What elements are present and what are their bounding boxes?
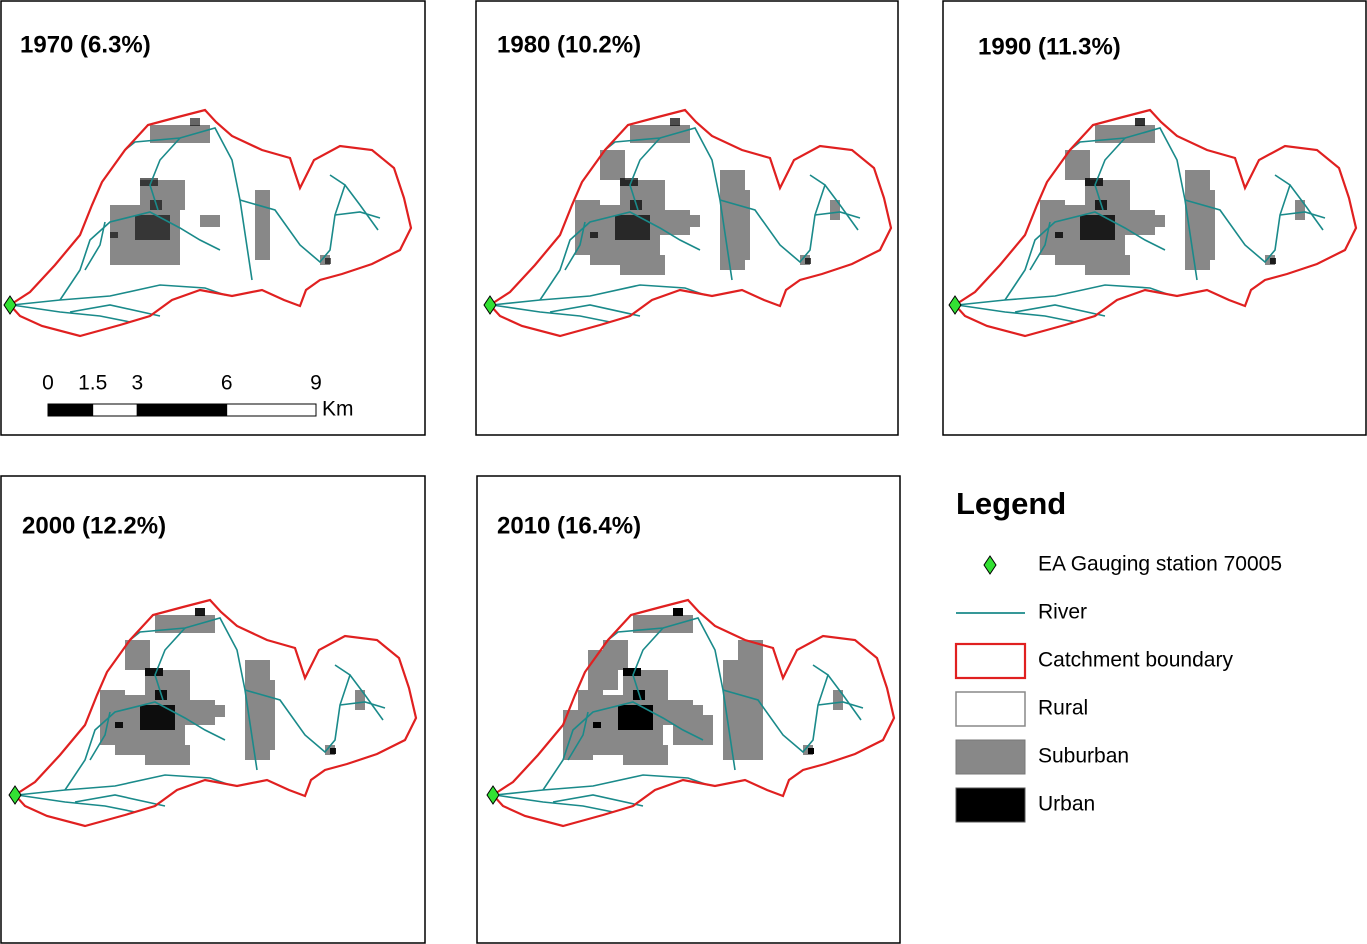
legend-rural	[955, 691, 1026, 727]
scale-segment	[92, 403, 138, 417]
legend-urban	[955, 787, 1026, 823]
panel-title: 2000 (12.2%)	[22, 512, 166, 539]
scale-label: 9	[310, 372, 322, 395]
panel-title: 1970 (6.3%)	[20, 31, 151, 58]
legend-label: Rural	[1038, 697, 1088, 720]
scale-segment	[47, 403, 94, 417]
legend-gauge	[983, 555, 997, 575]
scale-segment	[226, 403, 317, 417]
legend-label: Catchment boundary	[1038, 649, 1233, 672]
scale-label: 6	[221, 372, 233, 395]
scale-label: 3	[131, 372, 143, 395]
legend-label: River	[1038, 601, 1087, 624]
legend-label: Suburban	[1038, 745, 1129, 768]
scale-label: 0	[42, 372, 54, 395]
legend-boundary	[954, 642, 1027, 680]
scale-unit: Km	[322, 398, 354, 421]
scale-label: 1.5	[78, 372, 107, 395]
panel-title: 2010 (16.4%)	[497, 512, 641, 539]
scale-segment	[136, 403, 228, 417]
panel-title: 1990 (11.3%)	[978, 33, 1121, 60]
legend-label: Urban	[1038, 793, 1095, 816]
legend-title: Legend	[956, 486, 1066, 521]
legend-label: EA Gauging station 70005	[1038, 553, 1282, 576]
panel-title: 1980 (10.2%)	[497, 31, 641, 58]
legend-suburban	[955, 739, 1026, 775]
